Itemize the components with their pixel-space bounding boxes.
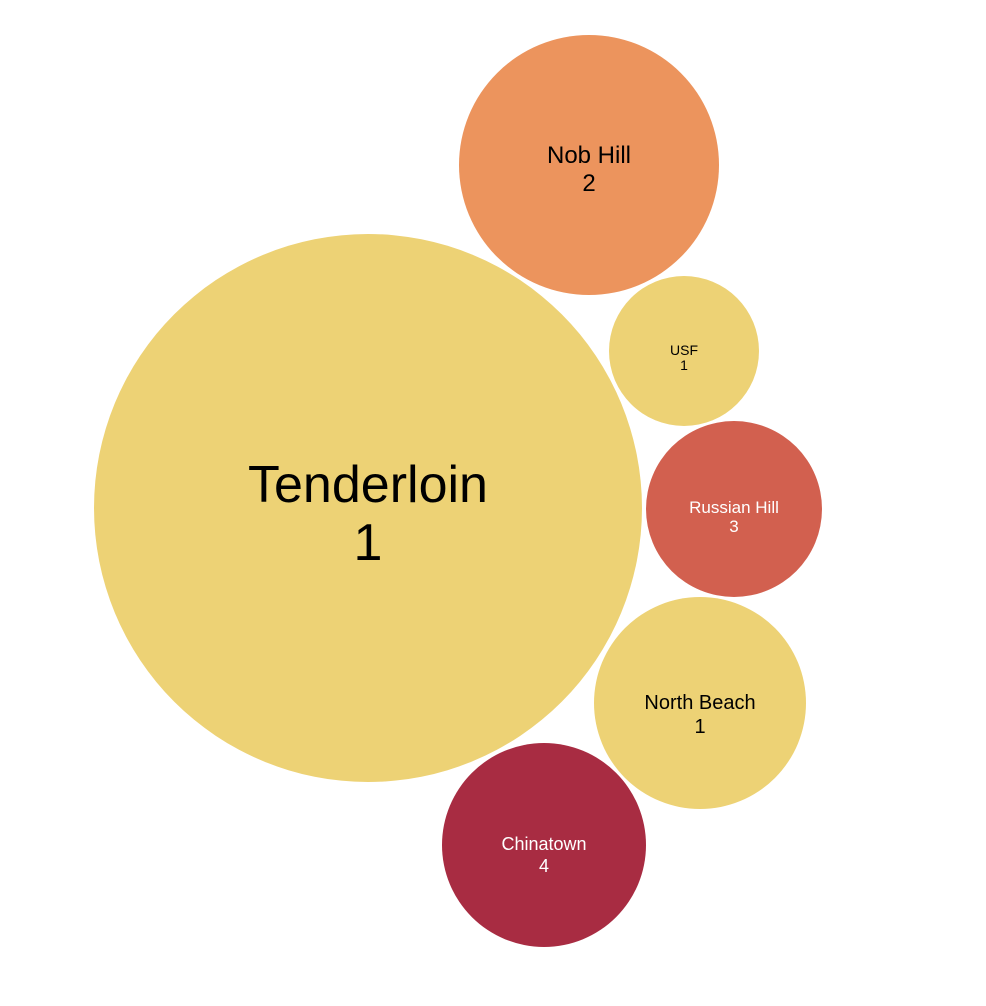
bubble-usf xyxy=(609,276,759,426)
bubble-chinatown xyxy=(442,743,646,947)
bubble-value-tenderloin: 1 xyxy=(354,514,383,572)
bubble-value-chinatown: 4 xyxy=(539,856,549,876)
bubble-value-russian-hill: 3 xyxy=(729,517,738,536)
bubble-label-north-beach: North Beach xyxy=(644,692,755,714)
bubble-label-chinatown: Chinatown xyxy=(501,834,586,854)
bubble-nob-hill xyxy=(459,35,719,295)
bubble-value-usf: 1 xyxy=(680,357,688,373)
bubble-label-tenderloin: Tenderloin xyxy=(248,456,488,514)
bubble-value-north-beach: 1 xyxy=(694,716,705,738)
bubble-tenderloin xyxy=(94,234,642,782)
bubble-label-nob-hill: Nob Hill xyxy=(547,142,631,169)
bubble-value-nob-hill: 2 xyxy=(582,170,595,197)
bubble-russian-hill xyxy=(646,421,822,597)
bubble-label-russian-hill: Russian Hill xyxy=(689,498,779,517)
bubble-label-usf: USF xyxy=(670,342,698,358)
bubble-north-beach xyxy=(594,597,806,809)
